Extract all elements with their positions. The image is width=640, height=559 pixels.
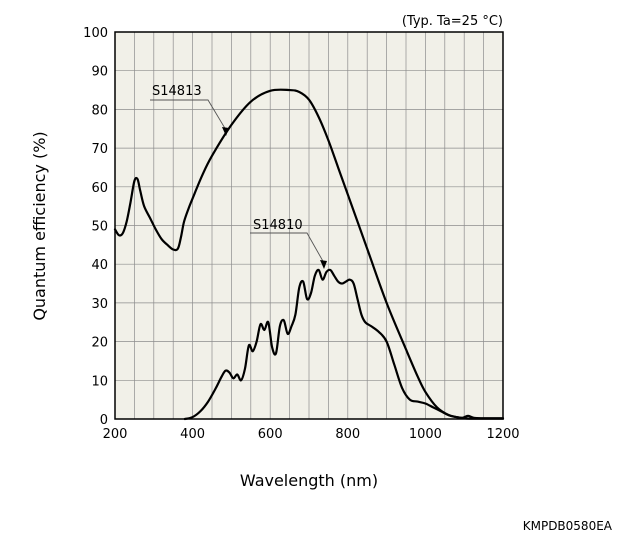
x-tick-labels: 200 400 600 800 1000 1200 <box>103 427 520 442</box>
x-tick-label: 1200 <box>486 427 519 442</box>
leader-s14813-arrow <box>222 127 229 136</box>
leader-s14813 <box>150 99 227 131</box>
y-tick-label: 100 <box>83 26 108 41</box>
y-tick-label: 80 <box>91 103 108 118</box>
y-axis-title: Quantum efficiency (%) <box>30 131 49 320</box>
condition-note: (Typ. Ta=25 °C) <box>402 14 503 29</box>
y-tick-label: 40 <box>91 258 108 273</box>
y-tick-label: 90 <box>91 65 108 80</box>
x-tick-label: 400 <box>180 427 205 442</box>
series-leaders <box>150 99 327 269</box>
y-tick-label: 50 <box>91 220 108 235</box>
x-axis-title: Wavelength (nm) <box>240 471 378 490</box>
grid <box>115 32 503 419</box>
series-label-s14810: S14810 <box>253 218 303 233</box>
x-tick-label: 200 <box>103 427 128 442</box>
x-tick-label: 800 <box>335 427 360 442</box>
x-tick-label: 600 <box>258 427 283 442</box>
y-tick-label: 10 <box>91 374 108 389</box>
series-label-s14813: S14813 <box>152 84 202 99</box>
leader-s14810 <box>250 232 325 264</box>
y-tick-label: 0 <box>100 413 108 428</box>
y-tick-labels: 0 10 20 30 40 50 60 70 80 90 100 <box>83 26 108 428</box>
y-tick-label: 70 <box>91 142 108 157</box>
leader-s14810-arrow <box>320 260 327 269</box>
series-line-s14813 <box>113 88 505 420</box>
y-tick-label: 30 <box>91 297 108 312</box>
x-tick-label: 1000 <box>409 427 442 442</box>
y-tick-label: 60 <box>91 181 108 196</box>
series-line-s14810 <box>183 268 505 421</box>
plot-frame <box>114 31 504 420</box>
y-tick-label: 20 <box>91 336 108 351</box>
document-code: KMPDB0580EA <box>523 519 613 533</box>
series-lines <box>113 88 505 421</box>
